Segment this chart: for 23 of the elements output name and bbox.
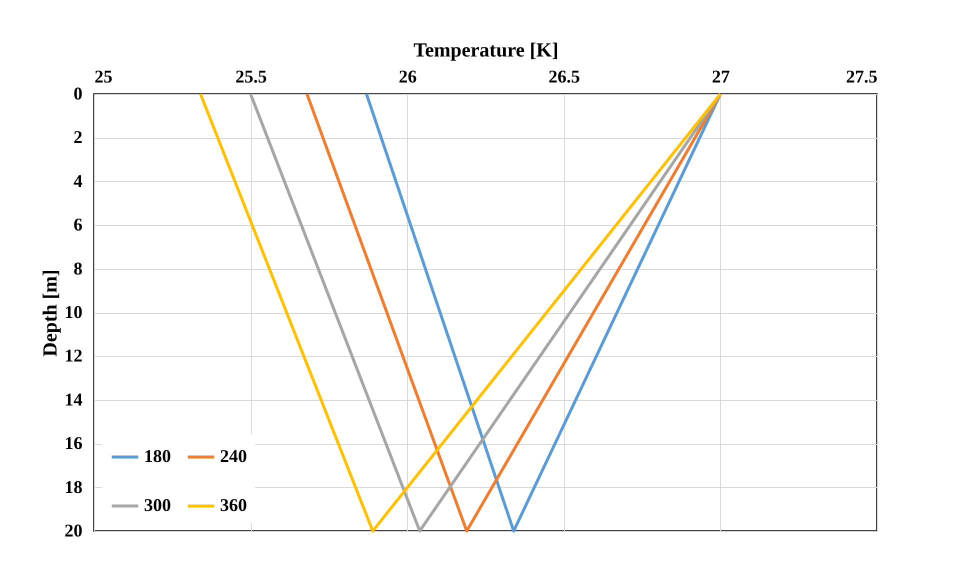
y-tick-label: 6 — [74, 214, 82, 235]
x-tick-label: 26 — [398, 66, 417, 86]
x-tick-label: 27 — [712, 66, 730, 86]
y-tick-label: 10 — [64, 302, 82, 322]
y-tick-label: 2 — [74, 127, 82, 148]
legend-label: 240 — [220, 446, 247, 466]
x-tick-label: 25.5 — [235, 66, 267, 86]
x-axis-title: Temperature [K] — [414, 40, 558, 62]
y-tick-label: 20 — [64, 520, 82, 540]
y-tick-label: 18 — [64, 476, 82, 497]
y-tick-label: 16 — [64, 433, 82, 454]
x-tick-label: 26.5 — [548, 66, 580, 86]
legend-label: 300 — [144, 495, 171, 515]
y-tick-label: 14 — [64, 389, 82, 410]
y-tick-label: 8 — [74, 258, 82, 278]
x-tick-label: 25 — [94, 66, 112, 86]
y-tick-label: 12 — [64, 346, 82, 366]
legend-label: 180 — [144, 446, 171, 466]
y-axis-title: Depth [m] — [40, 269, 62, 357]
y-tick-label: 4 — [74, 170, 82, 191]
legend-label: 360 — [220, 495, 247, 515]
x-tick-label: 27.5 — [846, 66, 878, 86]
y-tick-label: 0 — [74, 84, 82, 104]
